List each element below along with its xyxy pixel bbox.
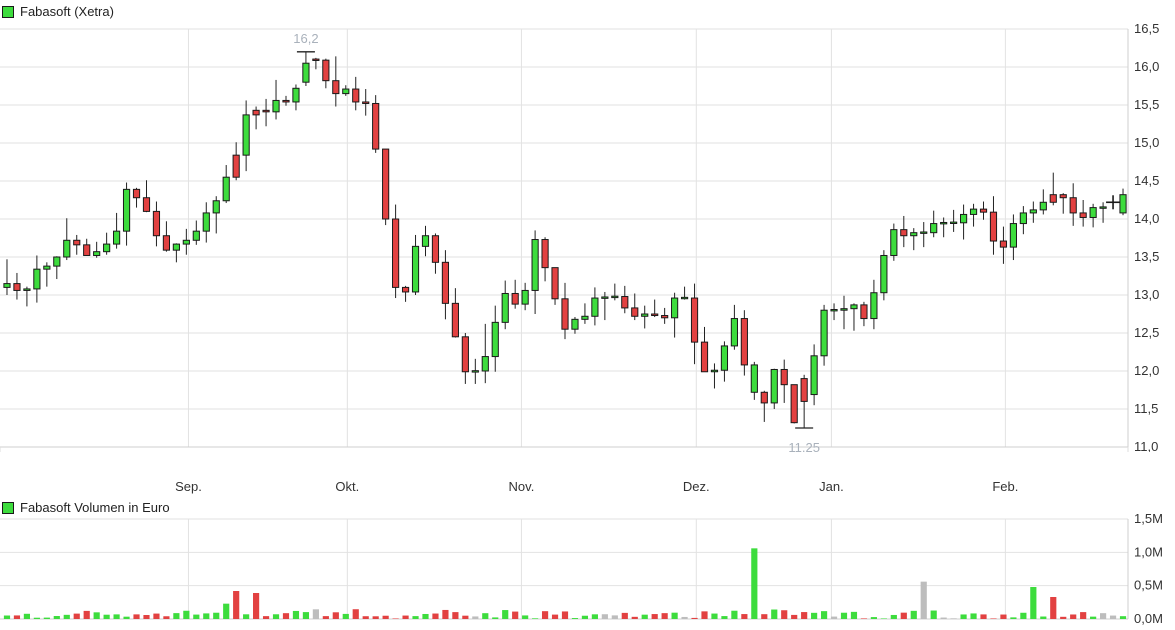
svg-text:16,5: 16,5 [1134, 21, 1159, 36]
svg-text:16,2: 16,2 [293, 31, 318, 46]
svg-text:14,5: 14,5 [1134, 173, 1159, 188]
svg-text:11,5: 11,5 [1134, 401, 1158, 416]
svg-text:14,0: 14,0 [1134, 211, 1159, 226]
svg-text:15,0: 15,0 [1134, 135, 1159, 150]
svg-text:12,5: 12,5 [1134, 325, 1159, 340]
svg-text:13,0: 13,0 [1134, 287, 1159, 302]
svg-text:13,5: 13,5 [1134, 249, 1159, 264]
svg-text:11,0: 11,0 [1134, 439, 1158, 452]
svg-text:0,5M: 0,5M [1134, 578, 1163, 593]
svg-text:1,0M: 1,0M [1134, 544, 1163, 559]
svg-text:1,5M: 1,5M [1134, 511, 1163, 526]
svg-text:16,0: 16,0 [1134, 59, 1159, 74]
svg-text:11,25: 11,25 [788, 440, 820, 452]
svg-text:15,5: 15,5 [1134, 97, 1159, 112]
svg-text:0,0M: 0,0M [1134, 611, 1163, 626]
svg-text:12,0: 12,0 [1134, 363, 1159, 378]
